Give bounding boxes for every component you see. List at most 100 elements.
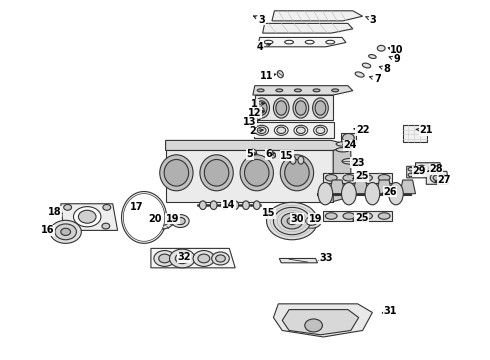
Ellipse shape — [253, 100, 257, 105]
Ellipse shape — [295, 101, 306, 115]
Ellipse shape — [314, 125, 327, 135]
Polygon shape — [279, 258, 318, 263]
Polygon shape — [272, 11, 363, 21]
Text: 8: 8 — [379, 64, 391, 74]
Ellipse shape — [298, 156, 304, 164]
Text: 9: 9 — [389, 54, 400, 64]
Circle shape — [212, 252, 229, 265]
Ellipse shape — [280, 155, 314, 191]
Text: 4: 4 — [256, 42, 270, 52]
Ellipse shape — [243, 201, 249, 210]
Text: 15: 15 — [280, 150, 294, 161]
Ellipse shape — [268, 211, 273, 219]
Text: 1: 1 — [251, 99, 265, 109]
Text: 18: 18 — [48, 207, 62, 217]
Ellipse shape — [232, 201, 239, 210]
Circle shape — [433, 175, 441, 181]
Ellipse shape — [343, 213, 355, 219]
Text: 32: 32 — [177, 252, 191, 262]
Text: 21: 21 — [416, 125, 433, 135]
Text: 7: 7 — [369, 74, 381, 84]
Ellipse shape — [210, 201, 217, 210]
Circle shape — [377, 45, 385, 51]
Polygon shape — [341, 133, 356, 143]
Ellipse shape — [336, 148, 350, 152]
Ellipse shape — [256, 101, 267, 115]
Text: 19: 19 — [166, 214, 179, 224]
Circle shape — [103, 204, 111, 210]
Polygon shape — [255, 95, 333, 120]
Polygon shape — [258, 37, 346, 47]
Ellipse shape — [276, 101, 287, 115]
Text: 31: 31 — [382, 306, 397, 316]
Ellipse shape — [255, 125, 269, 135]
Text: 16: 16 — [41, 225, 55, 235]
Text: 29: 29 — [412, 166, 426, 176]
Ellipse shape — [326, 40, 335, 44]
Text: 27: 27 — [435, 175, 451, 185]
Circle shape — [175, 217, 185, 225]
Polygon shape — [282, 310, 359, 335]
Circle shape — [423, 167, 428, 171]
Text: 5: 5 — [246, 149, 257, 159]
Ellipse shape — [336, 142, 350, 146]
Polygon shape — [426, 171, 448, 184]
Text: 23: 23 — [350, 158, 365, 168]
Polygon shape — [403, 125, 427, 142]
Polygon shape — [400, 180, 416, 194]
Circle shape — [74, 207, 101, 227]
Ellipse shape — [342, 183, 356, 205]
Ellipse shape — [221, 201, 228, 210]
Text: 20: 20 — [148, 214, 162, 224]
Ellipse shape — [294, 89, 301, 92]
Ellipse shape — [313, 98, 328, 118]
Ellipse shape — [293, 98, 309, 118]
Circle shape — [423, 173, 428, 177]
Circle shape — [216, 255, 225, 262]
Circle shape — [172, 215, 189, 228]
Text: 22: 22 — [354, 125, 369, 135]
Text: 3: 3 — [366, 15, 376, 25]
Text: 19: 19 — [309, 214, 322, 224]
Polygon shape — [151, 248, 235, 268]
Ellipse shape — [296, 127, 305, 134]
Polygon shape — [166, 140, 351, 150]
Text: 24: 24 — [343, 140, 357, 150]
Ellipse shape — [318, 183, 333, 205]
Circle shape — [287, 217, 297, 225]
Ellipse shape — [264, 40, 273, 44]
Polygon shape — [329, 180, 345, 194]
Ellipse shape — [270, 152, 275, 158]
Circle shape — [170, 249, 195, 268]
Ellipse shape — [259, 107, 264, 113]
Circle shape — [198, 254, 210, 263]
Ellipse shape — [316, 127, 325, 134]
Text: 17: 17 — [129, 202, 143, 212]
Ellipse shape — [290, 156, 296, 164]
Circle shape — [159, 254, 171, 263]
Circle shape — [50, 220, 81, 243]
Text: 25: 25 — [353, 213, 368, 223]
Circle shape — [408, 167, 413, 171]
Ellipse shape — [325, 213, 337, 219]
Ellipse shape — [361, 213, 372, 219]
Ellipse shape — [254, 98, 270, 118]
Ellipse shape — [361, 175, 372, 181]
Circle shape — [408, 173, 413, 177]
Text: 2: 2 — [249, 126, 263, 136]
Text: 3: 3 — [253, 15, 266, 25]
Text: 10: 10 — [388, 45, 404, 55]
Ellipse shape — [200, 155, 233, 191]
Circle shape — [64, 204, 72, 210]
Ellipse shape — [257, 127, 266, 134]
Circle shape — [302, 214, 321, 228]
Circle shape — [152, 213, 173, 229]
Text: 25: 25 — [353, 171, 368, 181]
Polygon shape — [123, 194, 165, 241]
Circle shape — [417, 165, 425, 171]
Polygon shape — [353, 180, 368, 194]
Circle shape — [273, 207, 311, 235]
Ellipse shape — [285, 159, 309, 186]
Ellipse shape — [378, 213, 390, 219]
Ellipse shape — [283, 211, 289, 219]
